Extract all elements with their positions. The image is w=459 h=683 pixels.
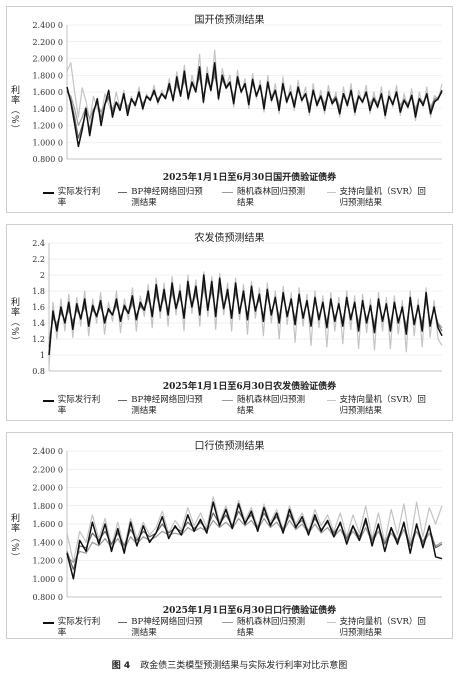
legend-swatch — [43, 400, 54, 402]
legend-label: BP神经网络回归预测结果 — [131, 617, 203, 638]
series-line-1 — [48, 274, 443, 356]
legend-item: 支持向量机（SVR）回归预测结果 — [326, 617, 432, 639]
legend-item: 随机森林回归预测结果 — [222, 395, 313, 417]
legend-label: 实际发行利率 — [57, 617, 101, 638]
legend-swatch — [222, 192, 234, 193]
y-tick-label: 1.400 0 — [32, 105, 63, 114]
y-tick-label: 1.800 0 — [32, 71, 63, 80]
legend-label: 支持向量机（SVR）回归预测结果 — [339, 395, 426, 416]
y-tick-label: 2.4 — [32, 239, 45, 248]
chart-title: 国开债预测结果 — [194, 15, 265, 26]
y-tick-label: 1 — [40, 351, 45, 360]
y-tick-label: 1.200 0 — [32, 557, 63, 566]
figure-caption-text: 政金债三类模型预测结果与实际发行利率对比示意图 — [140, 661, 348, 671]
legend-swatch — [43, 192, 54, 194]
legend-swatch — [222, 622, 234, 623]
legend-label: 随机森林回归预测结果 — [237, 187, 306, 208]
chart-canvas: 0.800 0 1.000 0 1.200 0 1.400 0 1.600 0 1.800… — [32, 447, 443, 602]
y-tick-label: 1.000 0 — [32, 138, 63, 147]
legend-item: 实际发行利率 — [43, 187, 104, 209]
chart-panel-eximbank: 口行债预测结果 利率（%） 0.800 0 1.000 0 1.200 0 1.400… — [6, 432, 453, 639]
y-tick-label: 1.200 0 — [32, 122, 63, 131]
y-tick-label: 1.000 0 — [32, 575, 63, 584]
y-tick-label: 2.400 0 — [32, 21, 63, 30]
y-tick-label: 2.000 0 — [32, 55, 63, 64]
x-axis-label: 2025年1月1日至6月30日口行债验证债券 — [162, 606, 337, 616]
chart-title: 口行债预测结果 — [194, 441, 265, 452]
y-tick-label: 1.400 0 — [32, 538, 63, 547]
y-tick-label: 2 — [40, 271, 45, 280]
legend-label: 实际发行利率 — [57, 395, 101, 416]
legend-swatch — [326, 622, 336, 623]
legend-swatch — [117, 622, 128, 623]
chart-legend: 实际发行利率 BP神经网络回归预测结果 随机森林回归预测结果 支持向量机（SVR）回归… — [43, 187, 446, 209]
chart-legend: 实际发行利率 BP神经网络回归预测结果 随机森林回归预测结果 支持向量机（SVR）回归… — [43, 617, 446, 639]
legend-swatch — [326, 192, 336, 193]
legend-item: BP神经网络回归预测结果 — [117, 617, 209, 639]
legend-item: 随机森林回归预测结果 — [222, 617, 313, 639]
y-tick-label: 1.600 0 — [32, 520, 63, 529]
legend-label: 随机森林回归预测结果 — [237, 617, 306, 638]
chart-panel-adbc: 农发债预测结果 利率（%） 0.8 1 1.2 1.4 1.6 1.8 2 2.2 2.4 20… — [6, 224, 453, 421]
legend-label: BP神经网络回归预测结果 — [131, 187, 203, 208]
chart-canvas: 0.800 0 1.000 0 1.200 0 1.400 0 1.600 0 1.800… — [32, 21, 443, 164]
legend-item: 实际发行利率 — [43, 617, 104, 639]
legend-item: 支持向量机（SVR）回归预测结果 — [326, 395, 432, 417]
series-line-4 — [66, 495, 443, 563]
figure-number: 图 4 — [111, 661, 131, 671]
legend-swatch — [43, 622, 54, 624]
y-tick-label: 2.400 0 — [32, 447, 63, 456]
legend-swatch — [222, 400, 234, 401]
chart-legend: 实际发行利率 BP神经网络回归预测结果 随机森林回归预测结果 支持向量机（SVR）回归… — [43, 395, 446, 417]
y-axis-label: 利率（%） — [9, 297, 19, 347]
y-tick-label: 2.000 0 — [32, 484, 63, 493]
series-line-3 — [66, 517, 443, 563]
legend-label: 实际发行利率 — [57, 187, 101, 208]
y-tick-label: 1.6 — [32, 303, 45, 312]
legend-item: 实际发行利率 — [43, 395, 104, 417]
chart-title: 农发债预测结果 — [194, 233, 265, 244]
y-tick-label: 0.8 — [32, 367, 45, 376]
legend-label: 随机森林回归预测结果 — [237, 395, 306, 416]
y-tick-label: 2.200 0 — [32, 465, 63, 474]
y-tick-label: 0.800 0 — [32, 155, 63, 164]
y-tick-label: 1.800 0 — [32, 502, 63, 511]
series-line-2 — [66, 69, 443, 139]
legend-item: 支持向量机（SVR）回归预测结果 — [326, 187, 432, 209]
y-tick-label: 0.800 0 — [32, 593, 63, 602]
chart-canvas: 0.8 1 1.2 1.4 1.6 1.8 2 2.2 2.4 — [32, 239, 443, 376]
legend-label: 支持向量机（SVR）回归预测结果 — [339, 187, 426, 208]
figure-caption: 图 4 政金债三类模型预测结果与实际发行利率对比示意图 — [0, 658, 459, 671]
legend-item: BP神经网络回归预测结果 — [117, 187, 209, 209]
x-axis-label: 2025年1月1日至6月30日农发债验证债券 — [162, 382, 337, 392]
legend-label: 支持向量机（SVR）回归预测结果 — [339, 617, 426, 638]
y-tick-label: 1.8 — [32, 287, 45, 296]
y-axis-label: 利率（%） — [9, 85, 19, 135]
y-axis-label: 利率（%） — [9, 513, 19, 563]
chart-panel-cdb: 国开债预测结果 利率（%） 0.800 0 1.000 0 1.200 0 1.400… — [6, 6, 453, 213]
series-line-1 — [66, 61, 443, 148]
x-axis-label: 2025年1月1日至6月30日国开债验证债券 — [162, 173, 337, 183]
y-tick-label: 2.200 0 — [32, 38, 63, 47]
legend-swatch — [117, 400, 128, 401]
legend-item: BP神经网络回归预测结果 — [117, 395, 209, 417]
y-tick-label: 1.2 — [32, 335, 45, 344]
y-tick-label: 2.2 — [32, 255, 45, 264]
legend-swatch — [117, 192, 128, 193]
series-line-1 — [66, 501, 443, 580]
legend-label: BP神经网络回归预测结果 — [131, 395, 203, 416]
legend-swatch — [326, 400, 336, 401]
legend-item: 随机森林回归预测结果 — [222, 187, 313, 209]
y-tick-label: 1.4 — [32, 319, 45, 328]
y-tick-label: 1.600 0 — [32, 88, 63, 97]
